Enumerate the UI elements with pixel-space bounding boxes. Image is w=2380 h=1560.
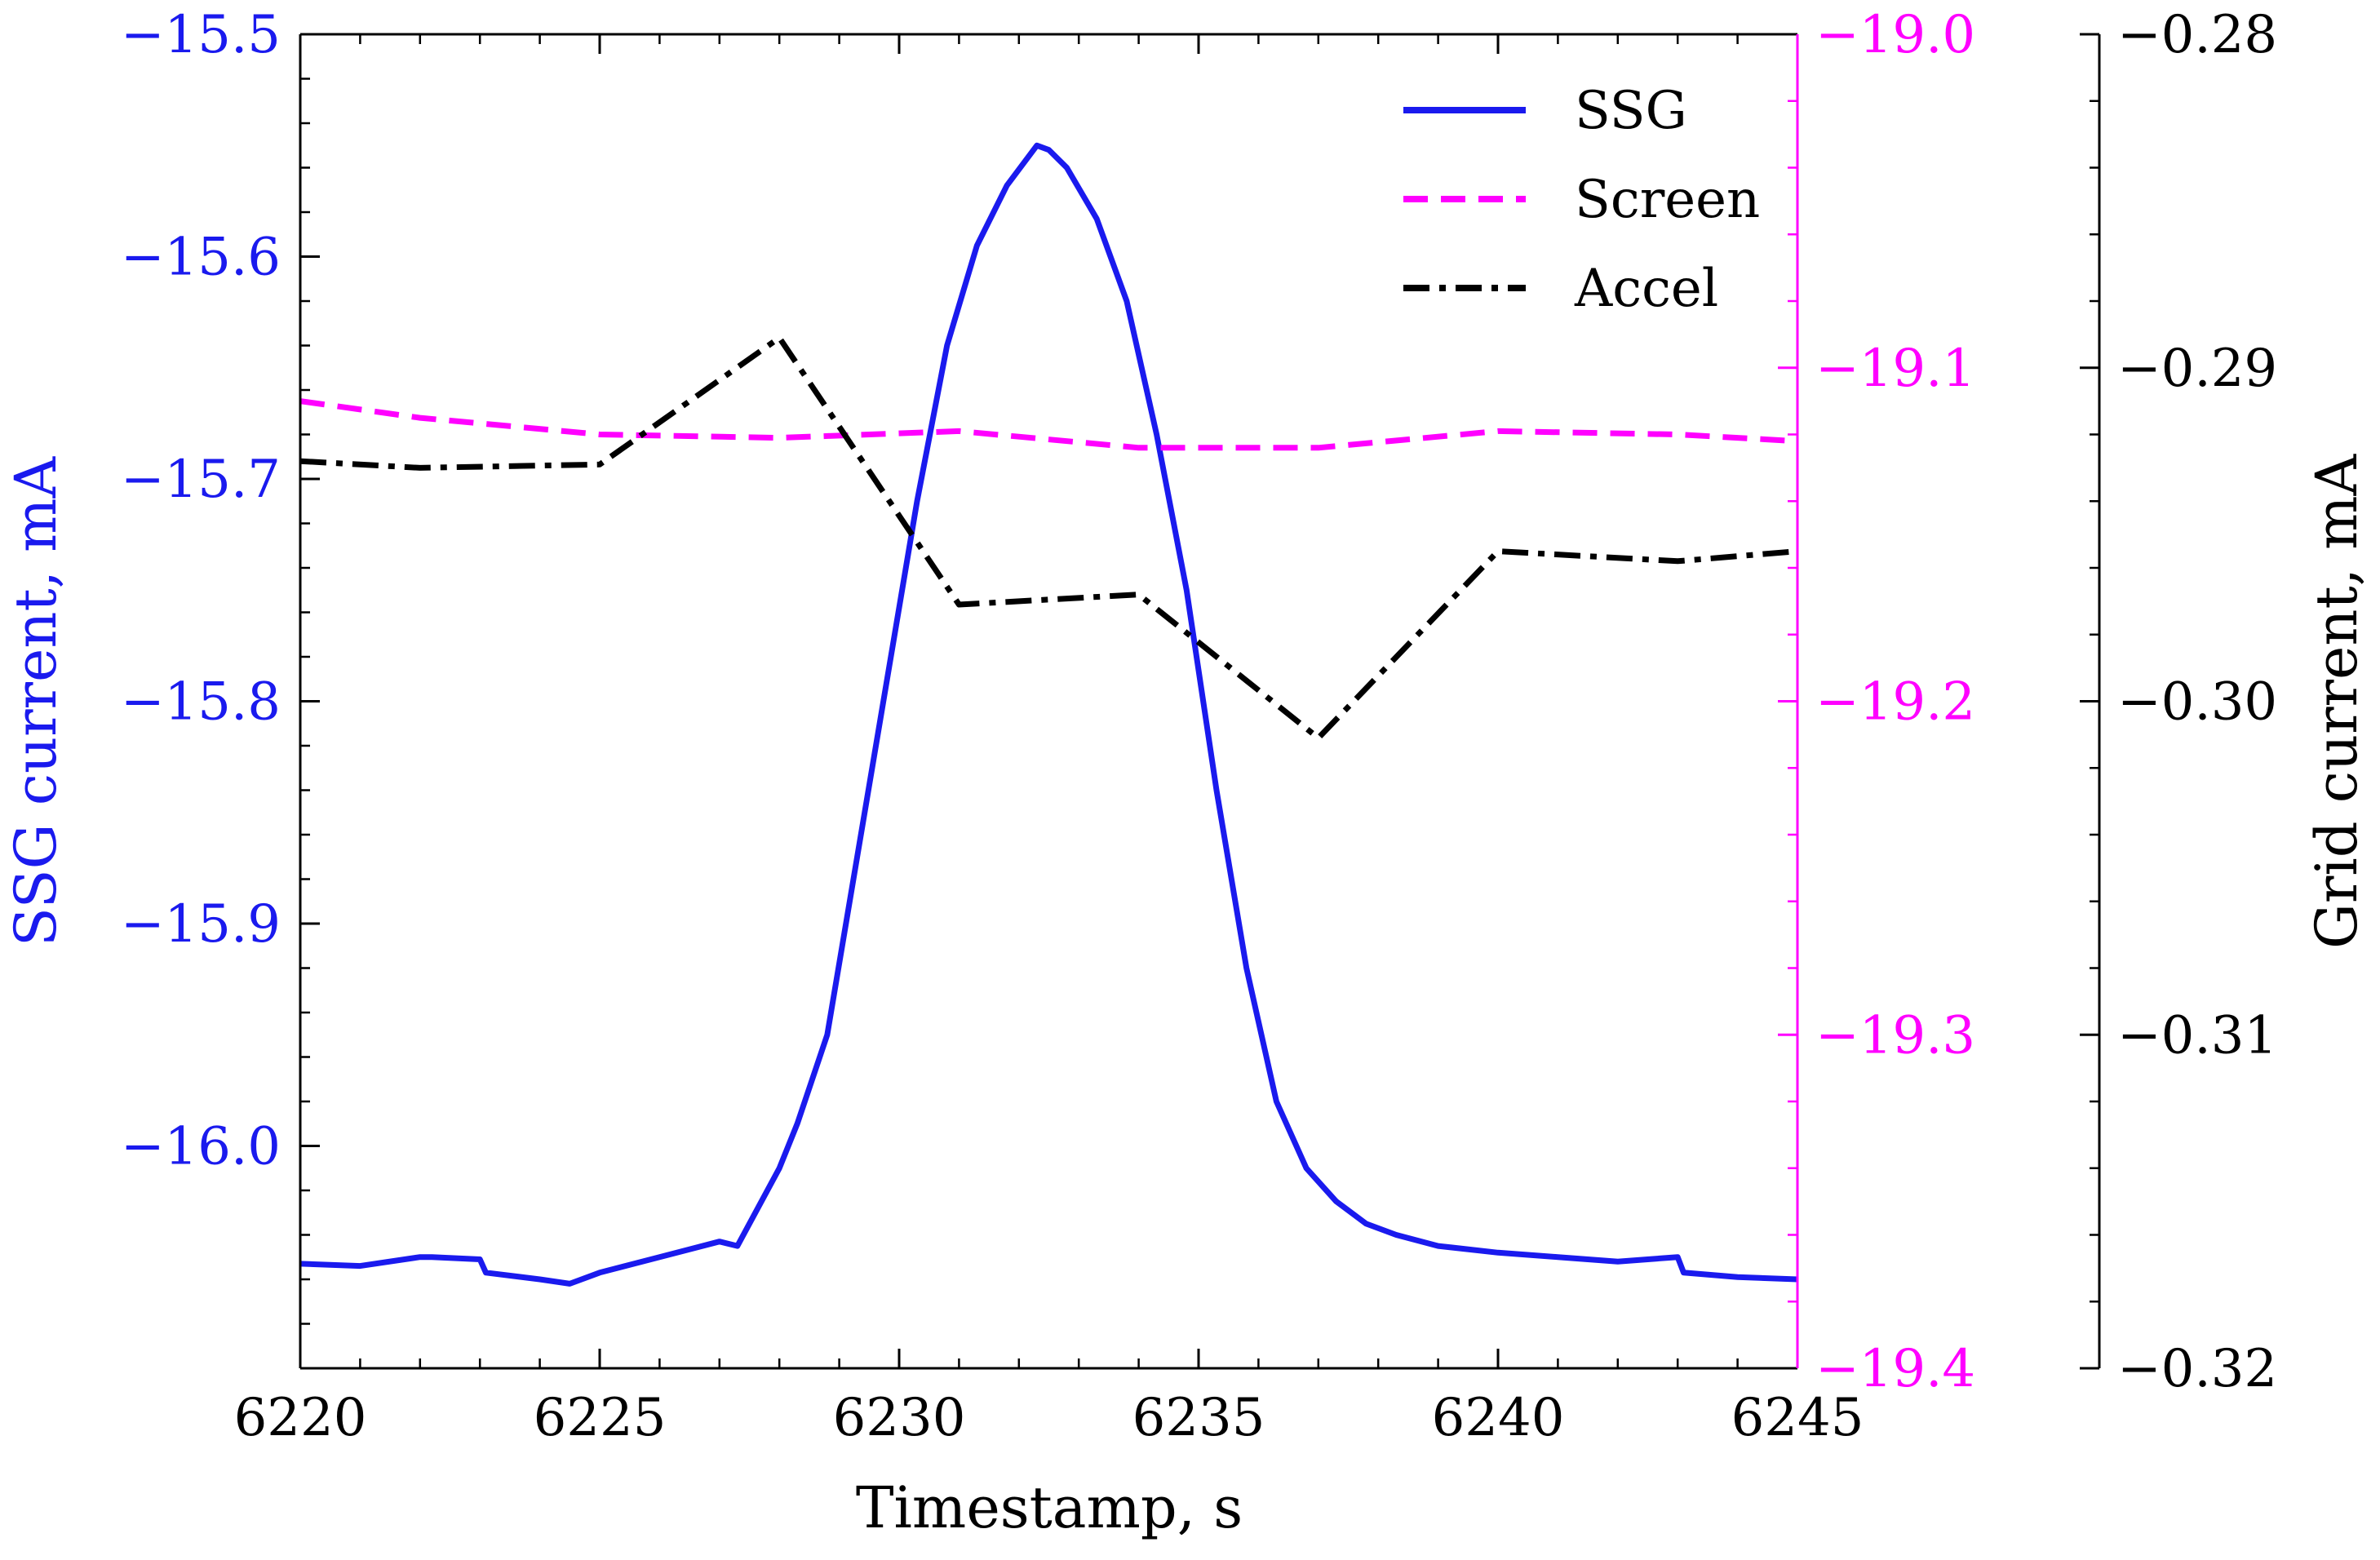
- y-axis-label-ssg: SSG current, mA: [2, 455, 69, 946]
- ssg-tick-label: −15.6: [121, 228, 281, 288]
- screen-tick-label: −19.1: [1815, 339, 1975, 399]
- x-tick-label: 6225: [534, 1388, 667, 1448]
- screen-tick-label: −19.4: [1815, 1339, 1975, 1399]
- y-axis-label-grid: Grid current, mA: [2303, 453, 2370, 949]
- series-line-accel: [299, 335, 1798, 741]
- ssg-tick-label: −16.0: [121, 1117, 281, 1177]
- grid-tick-label: −0.28: [2117, 5, 2277, 65]
- series-line-screen: [299, 398, 1798, 451]
- screen-tick-label: −19.2: [1815, 672, 1975, 733]
- ticks-layer: 6220 6225 6230 6235 6240 6245 −15.5 −15.6 −15.7 −…: [121, 5, 2277, 1448]
- x-tick-label: 6240: [1432, 1388, 1565, 1448]
- x-axis-label: Timestamp, s: [856, 1474, 1243, 1541]
- x-tick-label: 6245: [1731, 1388, 1864, 1448]
- screen-tick-label: −19.3: [1815, 1005, 1975, 1066]
- grid-tick-label: −0.31: [2117, 1005, 2277, 1066]
- ssg-tick-label: −15.8: [121, 672, 281, 733]
- x-tick-label: 6235: [1132, 1388, 1265, 1448]
- screen-tick-label: −19.0: [1815, 5, 1975, 65]
- grid-tick-label: −0.30: [2117, 672, 2277, 733]
- legend-label-accel: Accel: [1574, 259, 1718, 319]
- ssg-tick-label: −15.5: [121, 5, 281, 65]
- grid-tick-label: −0.29: [2117, 339, 2277, 399]
- series-line-ssg: [299, 142, 1798, 1287]
- x-tick-label: 6230: [833, 1388, 966, 1448]
- series-layer: [299, 142, 1798, 1287]
- ssg-tick-label: −15.7: [121, 450, 281, 510]
- ssg-tick-label: −15.9: [121, 894, 281, 955]
- x-tick-label: 6220: [234, 1388, 367, 1448]
- grid-tick-label: −0.32: [2117, 1339, 2277, 1399]
- legend-label-screen: Screen: [1575, 170, 1760, 230]
- legend-label-ssg: SSG: [1575, 81, 1687, 141]
- legend: SSG Screen Accel: [1403, 81, 1760, 319]
